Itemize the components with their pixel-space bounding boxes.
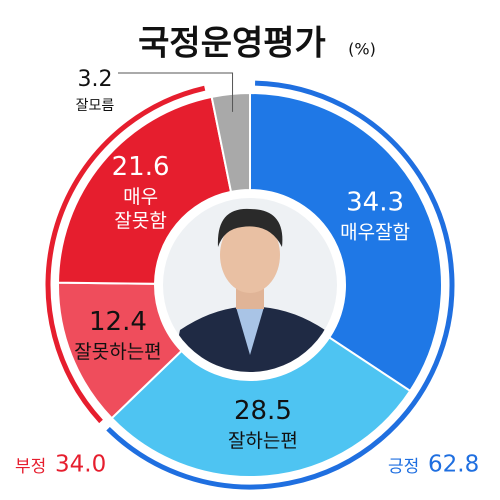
donut-segment	[249, 91, 443, 393]
donut-segment	[110, 336, 412, 478]
category-label: 잘모름	[76, 98, 115, 114]
leader-line	[118, 72, 234, 112]
group-name: 부정	[15, 457, 46, 477]
donut-segment	[57, 95, 233, 285]
category-label: 잘못함	[114, 210, 166, 232]
donut-segment	[210, 91, 251, 194]
value-label: 3.2	[78, 67, 113, 92]
group-name: 긍정	[388, 457, 419, 477]
face	[220, 217, 280, 293]
photo	[163, 198, 337, 372]
group-arc	[106, 80, 455, 490]
chart-title: 국정운영평가	[138, 24, 326, 64]
category-label: 매우	[123, 186, 158, 208]
category-label: 매우잘함	[340, 221, 410, 243]
unit-label: (%)	[348, 40, 376, 59]
value-label: 34.3	[346, 187, 404, 217]
value-label: 21.6	[112, 152, 170, 182]
value-label: 28.5	[234, 396, 292, 426]
value-label: 12.4	[89, 307, 147, 337]
group-arc	[45, 85, 206, 424]
category-label: 잘하는편	[228, 430, 298, 452]
category-label: 잘못하는편	[74, 341, 161, 363]
hair	[217, 208, 283, 247]
shirt	[236, 307, 264, 355]
group-value: 62.8	[428, 452, 479, 478]
group-value: 34.0	[55, 452, 106, 478]
